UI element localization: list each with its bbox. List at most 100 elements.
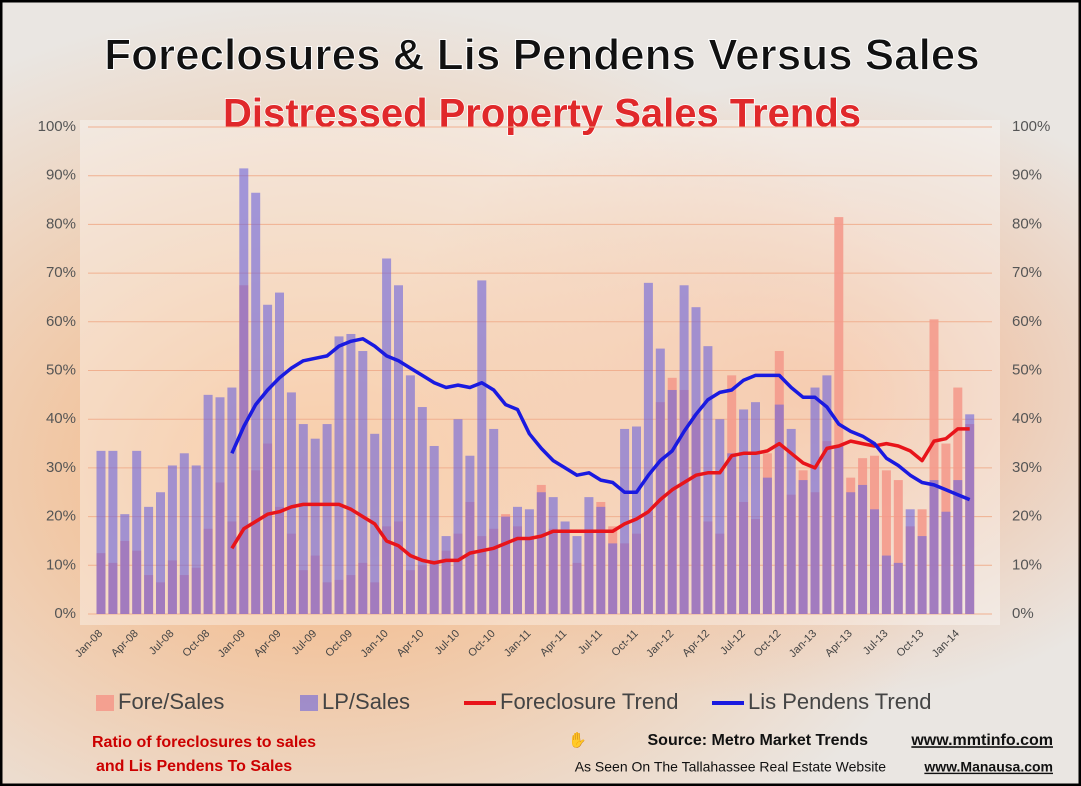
source: Source: Metro Market Trends [648,732,869,749]
bar [227,388,236,614]
bar [739,409,748,614]
bar [596,507,605,614]
bar [299,424,308,614]
source-url[interactable]: www.mmtinfo.com [910,732,1053,749]
bar [953,480,962,614]
y-tick-label: 30% [46,459,76,476]
y-tick-label: 60% [46,313,76,330]
bar [108,451,117,614]
bar [335,336,344,614]
bar [680,285,689,614]
bar [442,536,451,614]
bar [858,485,867,614]
bar [799,480,808,614]
hand-icon: ✋ [568,731,587,749]
y2-tick-label: 20% [1012,508,1042,525]
seen-on: As Seen On The Tallahassee Real Estate W… [575,759,887,775]
seen-url[interactable]: www.Manausa.com [923,759,1053,775]
y-tick-label: 100% [38,118,76,135]
y2-tick-label: 10% [1012,556,1042,573]
y2-tick-label: 100% [1012,118,1050,135]
bar [525,509,534,614]
bar [287,392,296,614]
y2-tick-label: 30% [1012,459,1042,476]
y-tick-label: 90% [46,167,76,184]
bar [703,346,712,614]
bar [894,563,903,614]
bar [263,305,272,614]
bar [204,395,213,614]
bar [513,507,522,614]
bar [965,414,974,614]
y2-tick-label: 90% [1012,167,1042,184]
bar [751,402,760,614]
bar [941,512,950,614]
bar [668,390,677,614]
y-tick-label: 80% [46,215,76,232]
legend-label: Foreclosure Trend [500,689,679,714]
legend-label: LP/Sales [322,689,410,714]
footer-note: Ratio of foreclosures to sales [92,734,316,751]
bar [382,258,391,614]
bar [406,375,415,614]
bar [180,453,189,614]
bar [216,397,225,614]
y-tick-label: 20% [46,508,76,525]
bar [120,514,129,614]
legend-label: Fore/Sales [118,689,224,714]
legend-swatch [96,695,114,711]
bar [168,465,177,614]
y2-tick-label: 40% [1012,410,1042,427]
bar [489,429,498,614]
bar [775,405,784,614]
bar [275,293,284,614]
bar [323,424,332,614]
bar [346,334,355,614]
bar [192,465,201,614]
bar [692,307,701,614]
bar [584,497,593,614]
bar [418,407,427,614]
bar [156,492,165,614]
bar [97,451,106,614]
bar [454,419,463,614]
y-tick-label: 50% [46,361,76,378]
y2-tick-label: 60% [1012,313,1042,330]
bar [608,543,617,614]
chart-subtitle: Distressed Property Sales Trends [223,92,861,136]
bar [132,451,141,614]
bar [715,419,724,614]
footer-note: and Lis Pendens To Sales [96,758,292,775]
bar [144,507,153,614]
bar [573,536,582,614]
bar [394,285,403,614]
legend-label: Lis Pendens Trend [748,689,931,714]
bar [311,439,320,614]
bar [537,492,546,614]
bar [549,497,558,614]
bar [918,536,927,614]
y-tick-label: 10% [46,556,76,573]
bar [763,478,772,614]
bar [501,517,510,614]
y-tick-label: 70% [46,264,76,281]
bar [834,446,843,614]
y2-tick-label: 70% [1012,264,1042,281]
bar [727,453,736,614]
bar [906,509,915,614]
y2-tick-label: 80% [1012,215,1042,232]
legend-swatch [300,695,318,711]
y2-tick-label: 0% [1012,605,1034,622]
bar [846,492,855,614]
chart-title: Foreclosures & Lis Pendens Versus Sales [104,31,980,80]
bar [811,388,820,614]
y2-tick-label: 50% [1012,361,1042,378]
y-tick-label: 0% [54,605,76,622]
bar [465,456,474,614]
bar [561,521,570,614]
bar [930,480,939,614]
bar [870,509,879,614]
bar [430,446,439,614]
bar [882,556,891,614]
bar [358,351,367,614]
